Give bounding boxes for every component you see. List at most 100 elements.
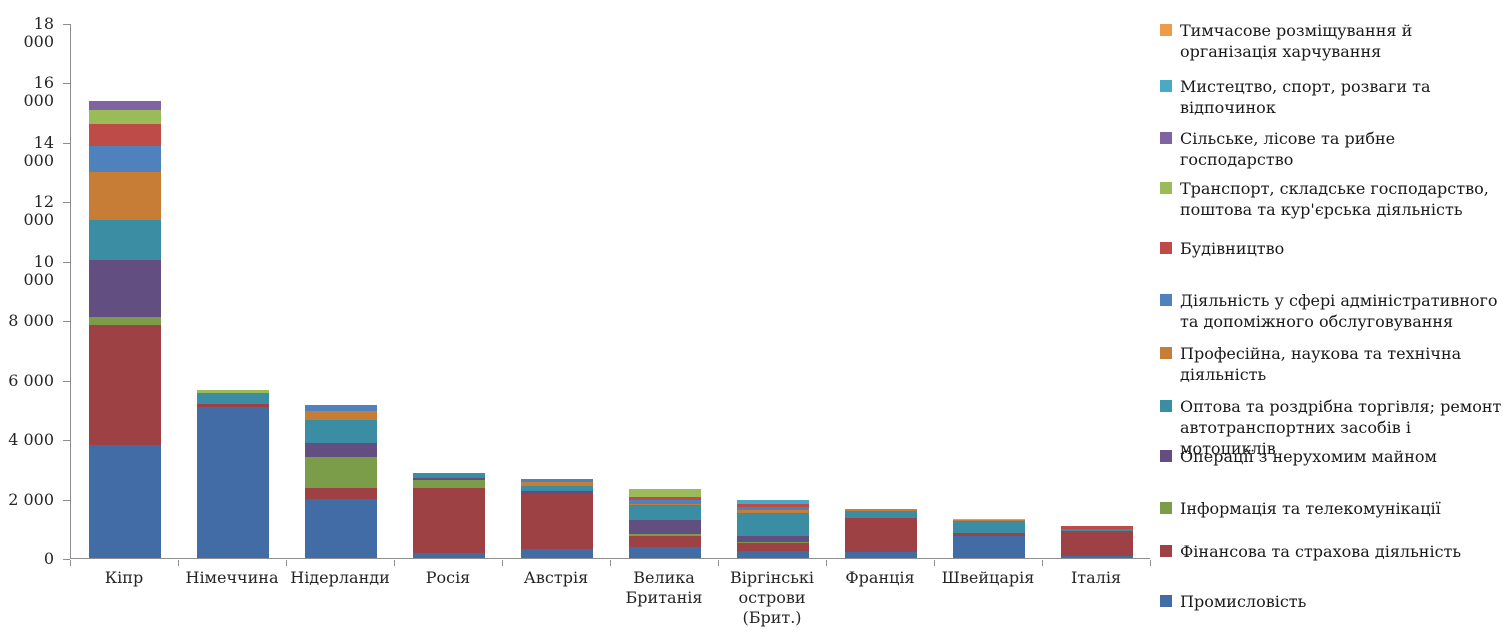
bar-segment [845, 518, 917, 553]
legend-swatch-icon [1160, 450, 1172, 462]
bar-segment [629, 533, 701, 536]
bar-segment [737, 499, 809, 504]
bar-segment [413, 552, 485, 558]
bar-segment [629, 489, 701, 497]
bar-7 [737, 499, 809, 558]
x-axis-tick-mark [70, 560, 71, 566]
legend-label: Оптова та роздрібна торгівля; ремонт авт… [1180, 397, 1502, 458]
bar-segment [737, 506, 809, 510]
bar-6 [629, 489, 701, 558]
legend-swatch-icon [1160, 24, 1172, 36]
x-axis-category-label: Велика Британія [625, 568, 703, 607]
y-axis-tick-label: 4 000 [8, 430, 54, 450]
plot-area [70, 24, 1150, 559]
bar-segment [737, 536, 809, 542]
x-axis-tick-mark [1150, 560, 1151, 566]
legend-item: Фінансова та страхова діяльність [1160, 541, 1505, 562]
bar-segment [413, 472, 485, 478]
bar-3 [305, 404, 377, 558]
y-axis-tick-mark [63, 24, 70, 25]
bar-segment [305, 404, 377, 411]
x-axis-tick-mark [502, 560, 503, 566]
bar-segment [629, 503, 701, 506]
y-axis-tick-label: 18 000 [23, 14, 54, 51]
x-axis-tick-mark [286, 560, 287, 566]
y-axis-tick-label: 0 [43, 549, 54, 568]
legend-label: Операції з нерухомим майном [1180, 447, 1437, 466]
legend-swatch-icon [1160, 400, 1172, 412]
bar-segment [737, 541, 809, 544]
legend-label: Професійна, наукова та технічна діяльніс… [1180, 344, 1462, 384]
x-axis-category-label: Італія [1070, 568, 1122, 587]
legend-item: Транспорт, складське господарство, пошто… [1160, 178, 1505, 220]
x-axis-category-label: Віргінські острови (Брит.) [729, 568, 815, 627]
bar-2 [197, 389, 269, 558]
legend-swatch-icon [1160, 80, 1172, 92]
legend-swatch-icon [1160, 502, 1172, 514]
bar-segment [737, 509, 809, 513]
y-axis-tick-label: 12 000 [23, 192, 54, 230]
legend-label: Будівництво [1180, 239, 1285, 258]
x-axis-category-label: Франція [845, 568, 915, 587]
bar-5 [521, 478, 593, 558]
bar-segment [953, 533, 1025, 536]
legend-swatch-icon [1160, 294, 1172, 306]
y-axis-tick-label: 6 000 [8, 370, 54, 390]
legend-item: Будівництво [1160, 238, 1505, 259]
x-axis-tick-mark [826, 560, 827, 566]
bar-segment [413, 477, 485, 481]
bar-segment [89, 145, 161, 172]
legend-item: Мистецтво, спорт, розваги та відпочинок [1160, 76, 1505, 118]
bar-segment [953, 519, 1025, 522]
bar-segment [197, 389, 269, 393]
bar-segment [521, 478, 593, 482]
x-axis-tick-mark [610, 560, 611, 566]
bar-segment [305, 487, 377, 500]
legend-label: Сільське, лісове та рибне господарство [1180, 129, 1396, 169]
y-axis-tick-label: 16 000 [23, 73, 54, 111]
bar-segment [629, 535, 701, 548]
legend-item: Професійна, наукова та технічна діяльніс… [1160, 343, 1505, 385]
x-axis-tick-mark [718, 560, 719, 566]
legend-label: Фінансова та страхова діяльність [1180, 542, 1462, 561]
bar-segment [197, 392, 269, 405]
bar-segment [521, 490, 593, 494]
legend-item: Діяльність у сфері адміністративного та … [1160, 290, 1505, 332]
bar-segment [305, 420, 377, 443]
x-axis-category-label: Кіпр [104, 568, 144, 587]
bar-segment [89, 220, 161, 260]
bar-segment [1061, 529, 1133, 532]
y-axis-tick-mark [63, 202, 70, 204]
legend-swatch-icon [1160, 132, 1172, 144]
bar-segment [521, 481, 593, 486]
y-axis-tick-mark [63, 380, 70, 382]
bar-segment [953, 535, 1025, 558]
bar-segment [89, 124, 161, 146]
x-axis-tick-mark [178, 560, 179, 566]
legend: Тимчасове розміщування й організація хар… [1160, 0, 1505, 632]
bar-segment [413, 480, 485, 488]
y-axis-tick-label: 14 000 [23, 132, 54, 170]
bar-segment [1061, 556, 1133, 558]
y-axis-tick-mark [63, 440, 70, 442]
bar-segment [521, 549, 593, 558]
bar-segment [521, 493, 593, 550]
bar-segment [845, 510, 917, 519]
bar-segment [305, 442, 377, 457]
y-axis-tick-mark [63, 499, 70, 501]
x-axis-tick-mark [934, 560, 935, 566]
legend-item: Тимчасове розміщування й організація хар… [1160, 20, 1505, 62]
bar-segment [1061, 526, 1133, 530]
legend-label: Мистецтво, спорт, розваги та відпочинок [1180, 77, 1431, 117]
y-axis-tick-mark [63, 261, 70, 263]
bar-segment [845, 552, 917, 558]
bar-segment [953, 521, 1025, 534]
bar-segment [1061, 531, 1133, 557]
legend-swatch-icon [1160, 242, 1172, 254]
bar-segment [953, 518, 1025, 520]
bar-segment [521, 485, 593, 491]
x-axis-category-label: Німеччина [185, 568, 279, 587]
legend-item: Промисловість [1160, 591, 1505, 612]
legend-swatch-icon [1160, 347, 1172, 359]
